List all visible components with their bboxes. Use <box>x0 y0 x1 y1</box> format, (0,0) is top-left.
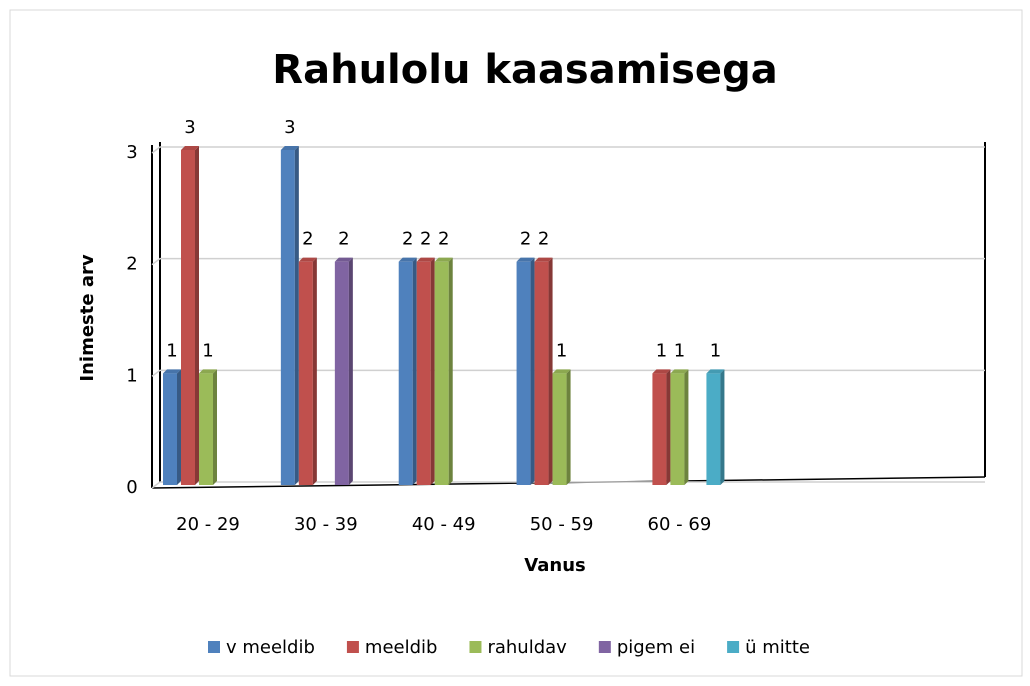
y-tick-label: 0 <box>126 477 137 498</box>
value-label: 3 <box>284 117 295 138</box>
bar <box>398 261 413 485</box>
bar <box>434 261 449 485</box>
bar-side <box>684 369 689 485</box>
bar-side <box>720 369 725 485</box>
value-label: 3 <box>184 117 195 138</box>
bar <box>298 261 313 485</box>
bar-side <box>312 257 317 485</box>
value-label: 2 <box>520 229 531 250</box>
bar-top <box>181 146 199 150</box>
value-label: 1 <box>202 340 213 361</box>
value-label: 2 <box>402 229 413 250</box>
bar-side <box>448 257 453 485</box>
bar-side <box>548 257 553 485</box>
bar-side <box>566 369 571 485</box>
value-label: 1 <box>710 340 721 361</box>
legend-label: meeldib <box>365 637 438 658</box>
bar-top <box>434 257 453 262</box>
chart-border <box>9 9 1023 677</box>
legend-swatch <box>469 641 482 653</box>
value-label: 1 <box>656 340 667 361</box>
value-label: 2 <box>538 229 549 250</box>
bar-top <box>670 369 689 374</box>
x-tick-label: 50 - 59 <box>530 514 594 535</box>
y-tick-label: 2 <box>126 254 137 275</box>
bar-side <box>213 369 217 485</box>
bar <box>670 373 685 485</box>
bar-top <box>199 369 217 374</box>
x-tick-label: 20 - 29 <box>176 514 240 535</box>
value-label: 1 <box>556 340 567 361</box>
y-axis-label: Inimeste arv <box>77 254 98 381</box>
bar-top <box>516 257 535 262</box>
x-axis-label: Vanus <box>524 555 585 576</box>
bar-side <box>348 257 353 485</box>
value-label: 2 <box>302 229 313 250</box>
legend-swatch <box>598 641 611 653</box>
bar <box>280 150 295 485</box>
bar <box>652 373 667 485</box>
legend-label: ü mitte <box>745 637 810 658</box>
bar-top <box>652 369 671 374</box>
bar <box>334 261 349 485</box>
bar <box>706 373 721 485</box>
x-tick-label: 30 - 39 <box>294 514 358 535</box>
bar <box>199 373 213 485</box>
value-label: 2 <box>438 229 449 250</box>
bar-top <box>552 369 571 374</box>
value-label: 1 <box>674 340 685 361</box>
grid-line <box>151 146 985 154</box>
bar-side <box>294 146 299 485</box>
legend-swatch <box>727 641 740 653</box>
bar-top <box>298 257 317 262</box>
bar-top <box>163 369 181 374</box>
bar <box>552 373 567 485</box>
value-label: 2 <box>420 229 431 250</box>
chart-title: Rahulolu kaasamisega <box>272 47 777 93</box>
bar-side <box>530 257 535 485</box>
bar-side <box>412 257 417 485</box>
bar-top <box>280 146 299 150</box>
bar <box>181 150 195 485</box>
bar <box>534 261 549 485</box>
bar <box>516 261 531 485</box>
bar <box>416 261 431 485</box>
legend-label: rahuldav <box>487 637 567 658</box>
bar-top <box>534 257 553 262</box>
y-tick-label: 3 <box>126 142 137 163</box>
bar-top <box>398 257 417 262</box>
grid-line <box>151 257 985 266</box>
value-label: 2 <box>338 229 349 250</box>
x-tick-label: 60 - 69 <box>648 514 712 535</box>
bar-side <box>177 369 181 485</box>
bar-side <box>195 146 199 485</box>
bar-top <box>334 257 353 262</box>
legend-swatch <box>346 641 359 653</box>
x-tick-label: 40 - 49 <box>412 514 476 535</box>
value-label: 1 <box>166 340 177 361</box>
legend-label: v meeldib <box>226 637 315 658</box>
y-tick-label: 1 <box>126 365 137 386</box>
bar <box>163 373 177 485</box>
legend-swatch <box>208 641 220 653</box>
bar-side <box>430 257 435 485</box>
bar-top <box>706 369 725 374</box>
bar-top <box>416 257 435 262</box>
legend-label: pigem ei <box>617 637 695 658</box>
bar-side <box>666 369 671 485</box>
